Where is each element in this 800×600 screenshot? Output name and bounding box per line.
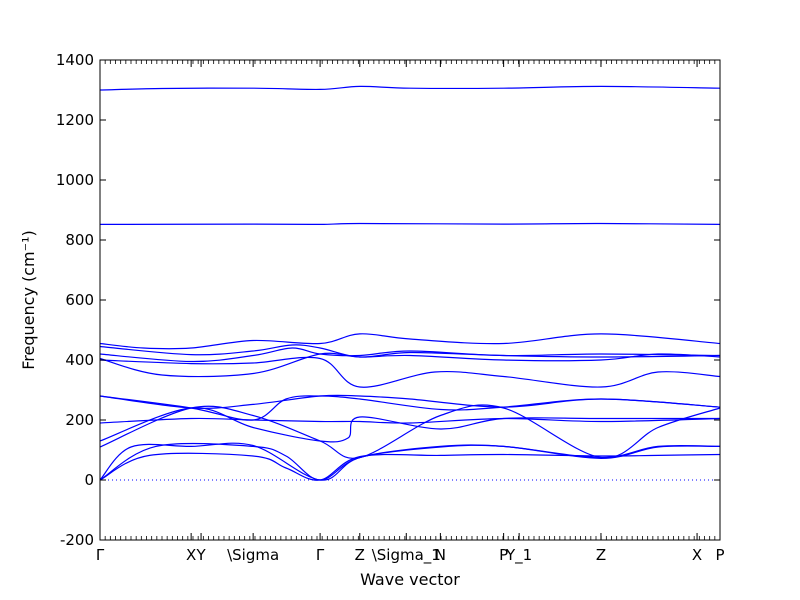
x-tick-label: Z: [355, 546, 365, 564]
y-tick-label: 600: [65, 291, 94, 309]
y-tick-label: 1200: [56, 111, 94, 129]
x-tick-label: N: [435, 546, 446, 564]
x-axis-label: Wave vector: [360, 570, 460, 589]
band-line-11: [99, 407, 720, 443]
x-tick-label: \Sigma: [227, 546, 279, 564]
y-ticks-group: -200 0 200 400 600 800 1000 1200 1400: [56, 51, 720, 549]
y-tick-label: 400: [65, 351, 94, 369]
x-tick-label: \Sigma_1: [372, 546, 441, 565]
x-tick-label: P: [499, 546, 508, 564]
plot-frame: [99, 59, 721, 541]
x-ticks-group: Γ X Y \Sigma Γ Z \Sigma_1N PY_1 Z X P: [96, 60, 725, 565]
y-tick-label: -200: [60, 531, 94, 549]
x-tick-label: X: [692, 546, 702, 564]
band-line-2: [99, 222, 721, 226]
y-tick-label: 1000: [56, 171, 94, 189]
band-line-7: [99, 356, 721, 388]
y-tick-label: 1400: [56, 51, 94, 69]
band-line-1: [99, 85, 721, 91]
x-tick-label: P: [715, 546, 724, 564]
y-tick-label: 200: [65, 411, 94, 429]
band-line-14: [99, 442, 721, 481]
band-line-12: [99, 404, 721, 459]
x-tick-label: Γ: [316, 546, 325, 564]
band-line-5: [99, 347, 721, 363]
band-line-13: [99, 442, 721, 481]
x-tick-label: Y_1: [505, 546, 532, 565]
y-tick-label: 800: [65, 231, 94, 249]
y-tick-label: 0: [84, 471, 94, 489]
series-group: [99, 85, 721, 481]
band-line-15: [99, 452, 721, 481]
x-tick-label: Γ: [96, 546, 105, 564]
x-tick-label: Y: [195, 546, 206, 564]
band-line-6: [99, 352, 721, 378]
band-line-10: [99, 417, 721, 424]
band-line-9: [99, 395, 721, 421]
y-axis-label: Frequency (cm⁻¹): [19, 230, 38, 369]
x-tick-label: X: [186, 546, 196, 564]
x-tick-label: Z: [596, 546, 606, 564]
band-line-3: [99, 333, 721, 350]
